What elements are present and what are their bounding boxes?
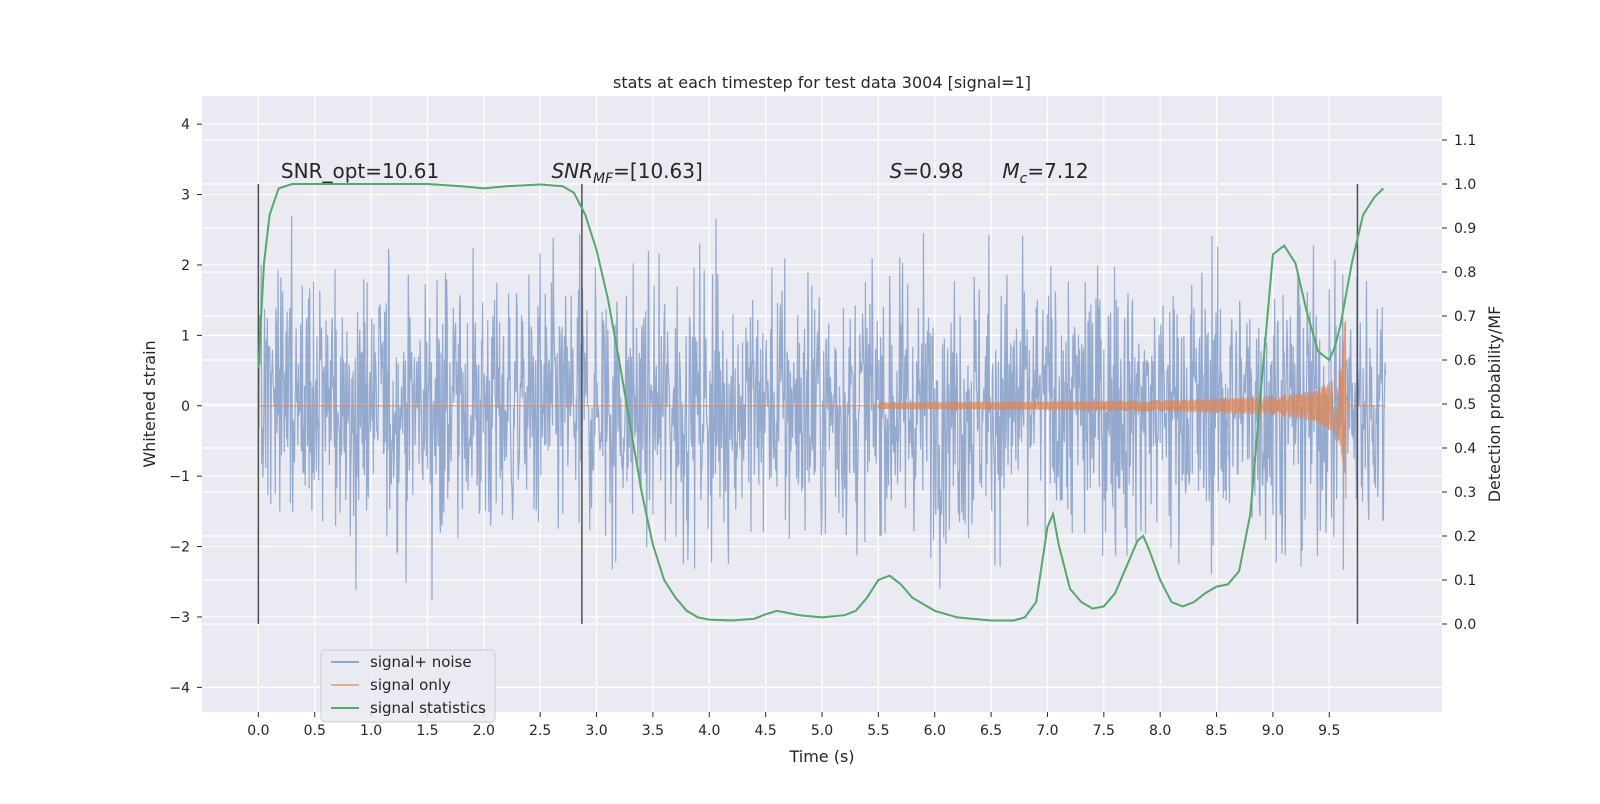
x-tick-label: 0.0 xyxy=(247,723,269,739)
x-tick-label: 7.0 xyxy=(1036,723,1058,739)
chart-title: stats at each timestep for test data 300… xyxy=(613,73,1031,92)
y-left-tick-label: 0 xyxy=(181,399,190,415)
y-left-tick-label: −3 xyxy=(169,610,190,626)
x-tick-label: 2.0 xyxy=(473,723,495,739)
x-tick-label: 0.5 xyxy=(304,723,326,739)
x-axis-label: Time (s) xyxy=(788,747,854,766)
stats-layer xyxy=(257,183,1385,622)
x-tick-label: 3.0 xyxy=(585,723,607,739)
y-right-tick-label: 1.0 xyxy=(1454,177,1476,193)
y-right-tick-label: 0.9 xyxy=(1454,221,1476,237)
y-right-tick-label: 0.0 xyxy=(1454,617,1476,633)
y-right-tick-label: 1.1 xyxy=(1454,133,1476,149)
x-tick-label: 7.5 xyxy=(1093,723,1115,739)
x-tick-label: 1.5 xyxy=(416,723,438,739)
marker-layer xyxy=(257,184,1359,624)
y-left-tick-label: 4 xyxy=(181,117,190,133)
x-tick-label: 8.5 xyxy=(1205,723,1227,739)
x-tick-label: 3.5 xyxy=(642,723,664,739)
annotation-3: Mc=7.12 xyxy=(1002,159,1088,187)
annotation-1: SNRMF=[10.63] xyxy=(551,159,702,187)
axis-layer: 0.0 0.5 1.0 1.5 2.0 2.5 3.0 3.5 4.0 4.5 5.0 5.5 6.0 6… xyxy=(169,117,1476,739)
legend-label-noise: signal+ noise xyxy=(370,653,472,671)
y-right-tick-label: 0.2 xyxy=(1454,529,1476,545)
y-left-tick-label: 1 xyxy=(181,328,190,344)
y-right-tick-label: 0.4 xyxy=(1454,441,1476,457)
y-right-tick-label: 0.1 xyxy=(1454,573,1476,589)
y-right-tick-label: 0.5 xyxy=(1454,397,1476,413)
annotation-2: S=0.98 xyxy=(890,159,964,183)
x-tick-label: 4.0 xyxy=(698,723,720,739)
legend-label-signal: signal only xyxy=(370,676,451,694)
signal-trace xyxy=(258,320,1386,500)
x-tick-label: 9.5 xyxy=(1318,723,1340,739)
y-left-tick-label: 3 xyxy=(181,188,190,204)
x-tick-label: 8.0 xyxy=(1149,723,1171,739)
legend-box xyxy=(320,649,496,723)
x-tick-label: 5.0 xyxy=(811,723,833,739)
legend-label-stats: signal statistics xyxy=(370,699,486,717)
x-tick-label: 5.5 xyxy=(867,723,889,739)
x-tick-label: 1.0 xyxy=(360,723,382,739)
legend: signal+ noise signal only signal statist… xyxy=(320,649,496,723)
x-tick-label: 9.0 xyxy=(1262,723,1284,739)
stats-line xyxy=(257,183,1385,622)
y-right-tick-label: 0.7 xyxy=(1454,309,1476,325)
x-tick-label: 4.5 xyxy=(755,723,777,739)
y-left-tick-label: 2 xyxy=(181,258,190,274)
x-tick-label: 6.0 xyxy=(924,723,946,739)
x-tick-label: 6.5 xyxy=(980,723,1002,739)
y-right-tick-label: 0.6 xyxy=(1454,353,1476,369)
y-left-tick-label: −4 xyxy=(169,680,190,696)
y-left-tick-label: −1 xyxy=(169,469,190,485)
y-right-tick-label: 0.8 xyxy=(1454,265,1476,281)
y-axis-label-left: Whitened strain xyxy=(140,340,159,467)
signal-layer xyxy=(258,320,1386,500)
y-left-tick-label: −2 xyxy=(169,540,190,556)
y-right-tick-label: 0.3 xyxy=(1454,485,1476,501)
annotation-layer: SNR_opt=10.61 SNRMF=[10.63] S=0.98 Mc=7.12 xyxy=(281,159,1089,187)
y-axis-label-right: Detection probability/MF xyxy=(1485,306,1504,503)
x-tick-label: 2.5 xyxy=(529,723,551,739)
annotation-0: SNR_opt=10.61 xyxy=(281,159,439,183)
